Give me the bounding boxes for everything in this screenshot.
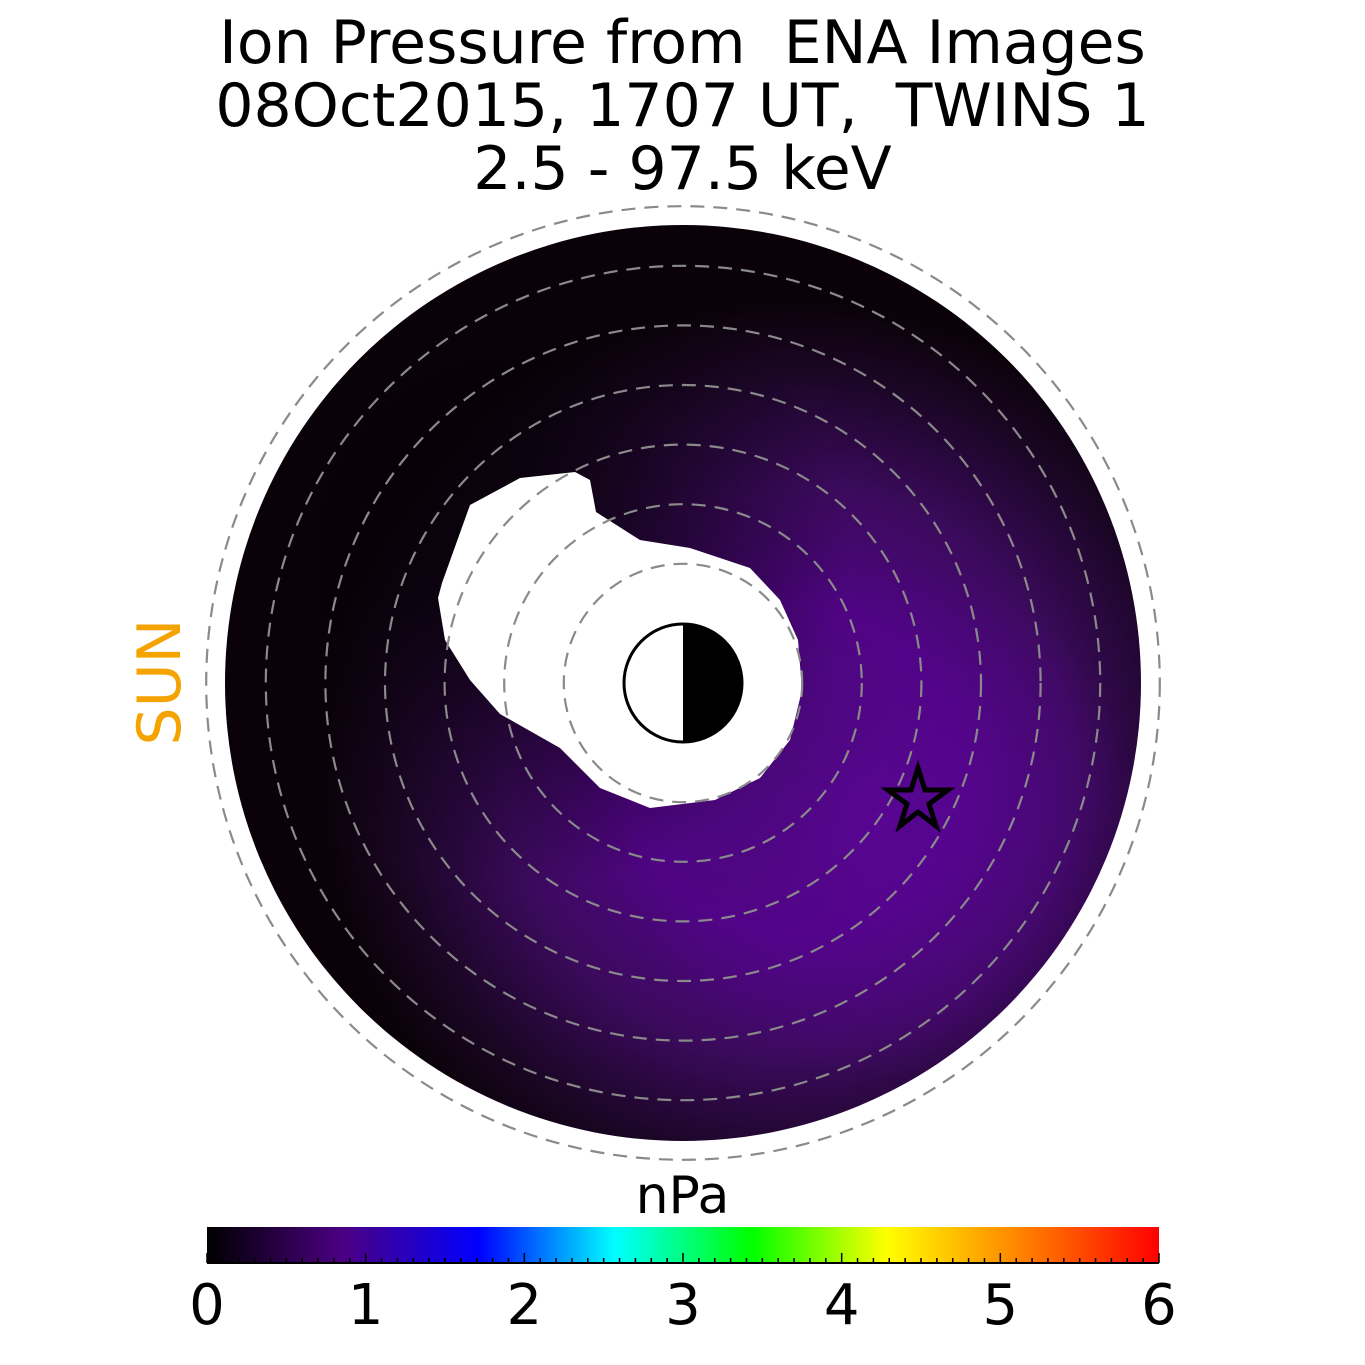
title-line-3: 2.5 - 97.5 keV (473, 134, 892, 204)
distance-rings (205, 205, 1161, 1161)
colorbar-tick-label: 1 (347, 1273, 384, 1338)
distance-ring (205, 205, 1161, 1161)
colorbar-tick-label: 4 (823, 1273, 860, 1338)
colorbar-tick-label: 0 (189, 1273, 225, 1338)
distance-ring (324, 324, 1042, 1042)
distance-ring (383, 383, 983, 983)
title-line-2: 08Oct2015, 1707 UT, TWINS 1 (215, 71, 1150, 141)
star-marker-icon (880, 759, 956, 833)
title-line-1: Ion Pressure from ENA Images (219, 8, 1146, 78)
earth-icon (622, 622, 744, 744)
distance-ring (503, 503, 863, 863)
colorbar-tick-label: 2 (506, 1273, 543, 1338)
colorbar-tick-label: 5 (982, 1273, 1019, 1338)
distance-ring (562, 562, 804, 804)
colorbar-tick-label: 3 (665, 1273, 701, 1338)
colorbar-unit-label: nPa (635, 1166, 730, 1226)
distance-ring (264, 264, 1102, 1102)
colorbar-ticks (206, 1253, 1160, 1264)
colorbar-tick-label: 6 (1141, 1273, 1177, 1338)
distance-ring (443, 443, 923, 923)
chart-title: Ion Pressure from ENA Images 08Oct2015, … (0, 12, 1365, 201)
